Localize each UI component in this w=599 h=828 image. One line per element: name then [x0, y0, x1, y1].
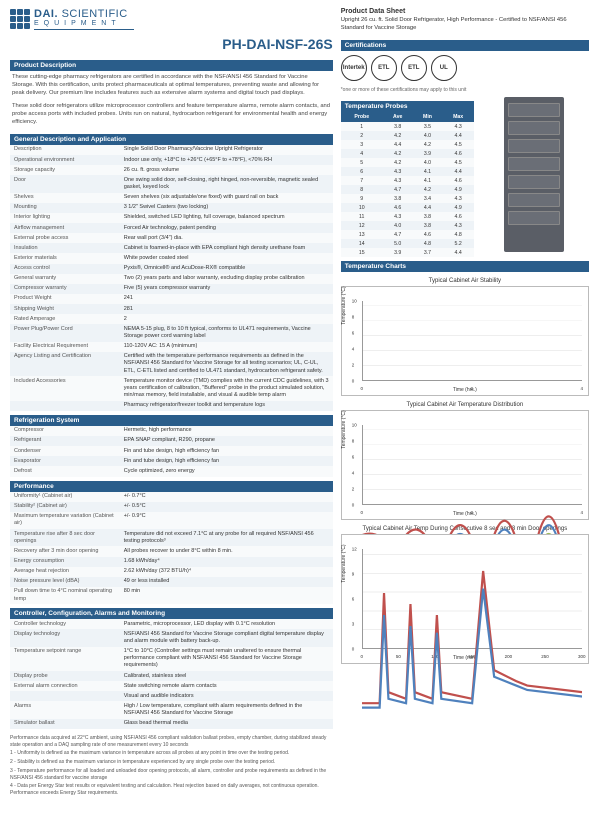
- table-row: Included AccessoriesTemperature monitor …: [10, 376, 333, 400]
- table-row: 145.04.85.2: [341, 239, 474, 248]
- table-row: Shipping Weight281: [10, 304, 333, 314]
- table-row: Energy consumption1.68 kWh/day⁴: [10, 557, 333, 567]
- logo-text-3: EQUIPMENT: [34, 20, 134, 27]
- section-general-description: General Description and Application: [10, 134, 333, 145]
- cert-badge: ETL: [401, 55, 427, 81]
- table-row: Interior lightingShielded, switched LED …: [10, 213, 333, 223]
- table-row: DefrostCycle optimized, zero energy: [10, 466, 333, 476]
- table-row: 54.24.04.5: [341, 158, 474, 167]
- table-row: DescriptionSingle Solid Door Pharmacy/Va…: [10, 145, 333, 155]
- pds-title: Product Data Sheet: [341, 8, 589, 15]
- table-row: Uniformity¹ (Cabinet air)+/- 0.7°C: [10, 492, 333, 502]
- certification-note: *one or more of these certifications may…: [341, 87, 589, 93]
- section-performance: Performance: [10, 481, 333, 492]
- table-row: Average heat rejection2.62 kWh/day (372 …: [10, 567, 333, 577]
- section-product-description: Product Description: [10, 60, 333, 71]
- logo-text-2: SCIENTIFIC: [62, 8, 128, 20]
- table-row: Exterior materialsWhite powder coated st…: [10, 253, 333, 263]
- table-row: 44.23.94.6: [341, 149, 474, 158]
- table-row: Rated Amperage2: [10, 314, 333, 324]
- logo: DAI. SCIENTIFIC EQUIPMENT: [10, 8, 333, 30]
- table-row: External alarm connectionState switching…: [10, 681, 333, 691]
- cert-badge: Intertek: [341, 55, 367, 81]
- table-row: Airflow managementForced Air technology,…: [10, 223, 333, 233]
- general-description-table: DescriptionSingle Solid Door Pharmacy/Va…: [10, 145, 333, 411]
- table-row: Pharmacy refrigerator/freezer toolkit an…: [10, 401, 333, 411]
- table-row: Access controlPyxis®, Omnicell® and AcuD…: [10, 264, 333, 274]
- table-row: 24.24.04.4: [341, 131, 474, 140]
- section-certifications: Certifications: [341, 40, 589, 51]
- table-row: InsulationCabinet is foamed-in-place wit…: [10, 243, 333, 253]
- table-row: Agency Listing and CertificationCertifie…: [10, 352, 333, 376]
- product-description-1: These cutting-edge pharmacy refrigerator…: [10, 71, 333, 100]
- certification-badges: IntertekETLETLUL: [341, 51, 589, 85]
- table-row: Noise pressure level (dBA)49 or less ins…: [10, 577, 333, 587]
- table-row: CompressorHermetic, high performance: [10, 426, 333, 436]
- probes-table: ProbeAveMinMax13.83.54.324.24.04.434.44.…: [341, 112, 474, 257]
- table-row: 124.03.84.3: [341, 221, 474, 230]
- chart1-title: Typical Cabinet Air Stability: [341, 278, 589, 284]
- table-row: EvaporatorFin and tube design, high effi…: [10, 456, 333, 466]
- table-row: External probe accessRear wall port (3/4…: [10, 233, 333, 243]
- chart-door-openings: Temperature (°C)Time (min)03691205010015…: [341, 534, 589, 664]
- table-row: ShelvesSeven shelves (six adjustable/one…: [10, 193, 333, 203]
- table-row: Temperature rise after 8 sec door openin…: [10, 529, 333, 546]
- table-row: DoorOne swing solid door, self-closing, …: [10, 175, 333, 192]
- table-row: Facility Electrical Requirement110-120V …: [10, 342, 333, 352]
- logo-mark: [10, 9, 30, 29]
- section-probes: Temperature Probes: [341, 101, 474, 112]
- table-row: 153.93.74.4: [341, 248, 474, 257]
- table-row: Storage capacity26 cu. ft. gross volume: [10, 165, 333, 175]
- performance-table: Uniformity¹ (Cabinet air)+/- 0.7°CStabil…: [10, 492, 333, 605]
- table-row: Power Plug/Power CordNEMA 5-15 plug, 8 t…: [10, 324, 333, 341]
- table-row: 13.83.54.3: [341, 122, 474, 131]
- section-controller: Controller, Configuration, Alarms and Mo…: [10, 608, 333, 619]
- refrigerator-illustration: [504, 97, 564, 252]
- table-row: Simulator ballastGlass bead thermal medi…: [10, 719, 333, 729]
- table-row: 34.44.24.5: [341, 140, 474, 149]
- table-row: 93.83.44.3: [341, 194, 474, 203]
- table-row: Mounting3 1/2" Swivel Casters (two locki…: [10, 203, 333, 213]
- table-row: CondenserFin and tube design, high effic…: [10, 446, 333, 456]
- table-row: Visual and audible indicators: [10, 691, 333, 701]
- table-row: Recovery after 3 min door openingAll pro…: [10, 546, 333, 556]
- chart-temp-distribution: Temperature (°C)Time (hrs.)0246810024: [341, 410, 589, 520]
- table-row: RefrigerantEPA SNAP compliant, R290, pro…: [10, 436, 333, 446]
- table-row: 134.74.64.8: [341, 230, 474, 239]
- table-row: Display probeCalibrated, stainless steel: [10, 671, 333, 681]
- section-refrigeration: Refrigeration System: [10, 415, 333, 426]
- table-row: General warrantyTwo (2) years parts and …: [10, 274, 333, 284]
- table-row: Display technologyNSF/ANSI 456 Standard …: [10, 629, 333, 646]
- table-row: Operational environmentIndoor use only, …: [10, 155, 333, 165]
- model-number: PH-DAI-NSF-26S: [10, 36, 333, 52]
- section-temperature-charts: Temperature Charts: [341, 261, 589, 272]
- table-row: Pull down time to 4°C nominal operating …: [10, 587, 333, 604]
- table-row: Stability² (Cabinet air)+/- 0.5°C: [10, 502, 333, 512]
- table-row: 114.33.84.6: [341, 212, 474, 221]
- table-row: 84.74.24.9: [341, 185, 474, 194]
- product-description-2: These solid door refrigerators utilize m…: [10, 100, 333, 129]
- table-row: AlarmsHigh / Low temperature, compliant …: [10, 701, 333, 718]
- chart-air-stability: Temperature (°C)Time (hrs.)0246810024: [341, 286, 589, 396]
- controller-table: Controller technologyParametric, micropr…: [10, 619, 333, 729]
- table-row: Product Weight241: [10, 294, 333, 304]
- table-row: Compressor warrantyFive (5) years compre…: [10, 284, 333, 294]
- cert-badge: UL: [431, 55, 457, 81]
- table-row: Temperature setpoint range1°C to 10°C (C…: [10, 647, 333, 671]
- pds-subtitle: Upright 26 cu. ft. Solid Door Refrigerat…: [341, 17, 589, 32]
- footnotes: Performance data acquired at 22°C ambien…: [10, 735, 333, 797]
- table-row: Controller technologyParametric, micropr…: [10, 619, 333, 629]
- table-row: 104.64.44.9: [341, 203, 474, 212]
- table-row: 74.34.14.6: [341, 176, 474, 185]
- table-row: 64.34.14.4: [341, 167, 474, 176]
- refrigeration-table: CompressorHermetic, high performanceRefr…: [10, 426, 333, 477]
- cert-badge: ETL: [371, 55, 397, 81]
- table-row: Maximum temperature variation (Cabinet a…: [10, 512, 333, 529]
- logo-text-1: DAI.: [34, 8, 58, 20]
